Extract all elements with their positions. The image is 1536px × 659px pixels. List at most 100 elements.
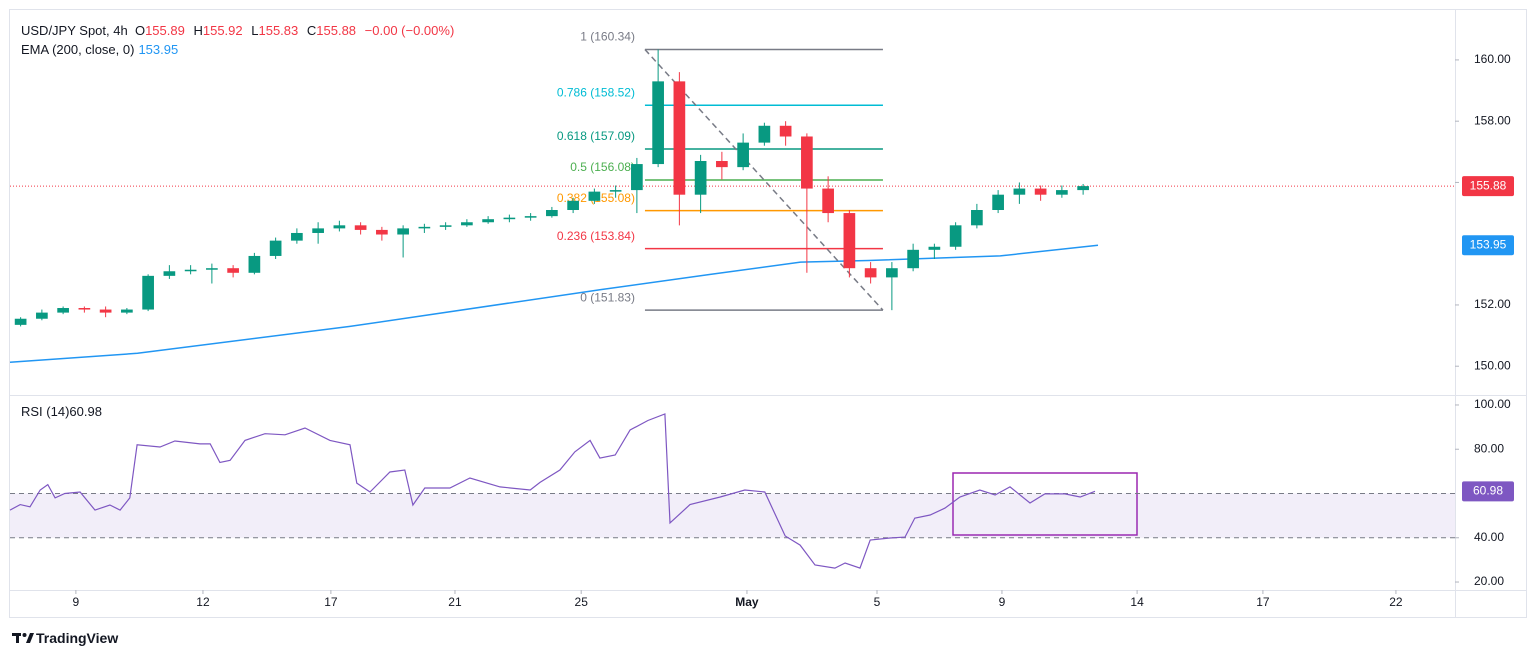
candle-body bbox=[779, 125, 792, 137]
candle-body bbox=[588, 191, 601, 201]
x-tick-label: 5 bbox=[874, 595, 881, 609]
ema-line bbox=[9, 244, 1099, 363]
x-tick-label: 17 bbox=[324, 595, 338, 609]
candle-body bbox=[524, 216, 537, 218]
candle-body bbox=[439, 225, 452, 227]
x-tick-label: 22 bbox=[1389, 595, 1403, 609]
fib-label: 0 (151.83) bbox=[580, 290, 635, 304]
rsi-tick-label: 20.00 bbox=[1474, 574, 1504, 588]
last-price-box bbox=[1462, 176, 1514, 197]
candle-body bbox=[482, 219, 494, 223]
candle-body bbox=[312, 228, 324, 233]
ohlc-key: O bbox=[134, 23, 146, 38]
candle-body bbox=[801, 136, 813, 189]
candle-body bbox=[376, 229, 388, 235]
rsi-band-fill bbox=[10, 493, 1455, 538]
legend: USD/JPY Spot, 4h O155.89 H155.92 L155.83… bbox=[21, 21, 459, 59]
x-tick-label: 9 bbox=[999, 595, 1006, 609]
candle-body bbox=[269, 240, 282, 256]
candle-body bbox=[928, 246, 941, 250]
last-price-label: 155.88 bbox=[1470, 178, 1507, 192]
candle-body bbox=[567, 200, 579, 211]
ema-name: EMA (200, close, 0) bbox=[21, 42, 135, 57]
candle-body bbox=[758, 125, 771, 143]
candle-body bbox=[206, 268, 218, 270]
rsi-name: RSI (14) bbox=[21, 404, 70, 419]
candle-body bbox=[886, 268, 898, 278]
candle-body bbox=[1077, 186, 1089, 191]
rsi-current-label: 60.98 bbox=[1473, 484, 1503, 498]
candle-body bbox=[737, 142, 749, 168]
brand: TradingView bbox=[36, 630, 119, 646]
x-tick-label: 17 bbox=[1256, 595, 1270, 609]
y-tick-label: 158.00 bbox=[1474, 113, 1511, 127]
ema-price-box bbox=[1462, 235, 1514, 256]
ohlc-value: 155.89 bbox=[145, 23, 185, 38]
fib-label: 0.786 (158.52) bbox=[557, 85, 635, 99]
candle-body bbox=[907, 249, 919, 269]
rsi-legend: RSI (14)60.98 bbox=[21, 404, 102, 419]
ema-legend: EMA (200, close, 0) 153.95 bbox=[21, 40, 459, 59]
candle-body bbox=[673, 81, 686, 195]
x-tick-label: 12 bbox=[196, 595, 210, 609]
candle-body bbox=[992, 194, 1004, 211]
candle-body bbox=[184, 269, 197, 272]
ema-value: 153.95 bbox=[138, 42, 179, 57]
ohlc-key: H bbox=[193, 23, 203, 38]
candle-body bbox=[418, 226, 431, 229]
candle-body bbox=[609, 190, 622, 192]
ema-price-label: 153.95 bbox=[1470, 237, 1507, 251]
candle-body bbox=[227, 268, 239, 273]
candle-body bbox=[163, 271, 176, 276]
candle-body bbox=[971, 210, 983, 226]
y-tick-label: 160.00 bbox=[1474, 52, 1511, 66]
ohlc-key: C bbox=[306, 23, 317, 38]
candle-body bbox=[57, 308, 69, 313]
candle-body bbox=[503, 217, 516, 220]
y-tick-label: 152.00 bbox=[1474, 297, 1511, 311]
candle-body bbox=[291, 232, 303, 241]
candle-body bbox=[694, 160, 707, 195]
ohlc-value: 155.92 bbox=[202, 23, 243, 38]
candle-body bbox=[78, 308, 91, 310]
change: −0.00 (−0.00%) bbox=[364, 23, 455, 38]
fib-label: 0.5 (156.08) bbox=[570, 160, 635, 174]
candle-body bbox=[354, 225, 367, 230]
candle-body bbox=[14, 318, 27, 325]
candle-body bbox=[333, 225, 346, 229]
candle-body bbox=[1013, 188, 1026, 195]
candle-body bbox=[121, 309, 133, 313]
candle-body bbox=[652, 81, 664, 165]
candle-body bbox=[36, 312, 48, 319]
rsi-line bbox=[9, 413, 1096, 569]
rsi-tick-label: 80.00 bbox=[1474, 441, 1504, 455]
candle-body bbox=[949, 225, 962, 247]
x-tick-label: 21 bbox=[448, 595, 462, 609]
highlight-box bbox=[952, 472, 1138, 536]
x-tick-label: 25 bbox=[575, 595, 589, 609]
candle-body bbox=[99, 309, 112, 313]
candle-body bbox=[864, 268, 877, 278]
candle-body bbox=[142, 275, 154, 310]
x-tick-label: 14 bbox=[1130, 595, 1144, 609]
candle-body bbox=[546, 210, 558, 217]
rsi-tick-label: 40.00 bbox=[1474, 530, 1504, 544]
candle-body bbox=[843, 213, 856, 269]
x-tick-label: 9 bbox=[73, 595, 80, 609]
y-tick-label: 150.00 bbox=[1474, 358, 1511, 372]
trend-line bbox=[644, 49, 884, 311]
plot-layer: 150.00152.00156.00158.00160.0020.0040.00… bbox=[9, 30, 1514, 609]
ohlc-value: 155.83 bbox=[258, 23, 299, 38]
ohlc-value: 155.88 bbox=[316, 23, 357, 38]
candle-body bbox=[1056, 190, 1068, 195]
candle-body bbox=[1034, 188, 1047, 195]
candle-body bbox=[631, 164, 643, 191]
fib-label: 1 (160.34) bbox=[580, 30, 635, 44]
ohlc-key: L bbox=[251, 23, 259, 38]
chart-frame bbox=[9, 9, 1527, 618]
symbol: USD/JPY Spot, 4h bbox=[21, 23, 128, 38]
x-tick-label: May bbox=[735, 595, 759, 609]
legend-row: USD/JPY Spot, 4h O155.89 H155.92 L155.83… bbox=[21, 21, 459, 40]
